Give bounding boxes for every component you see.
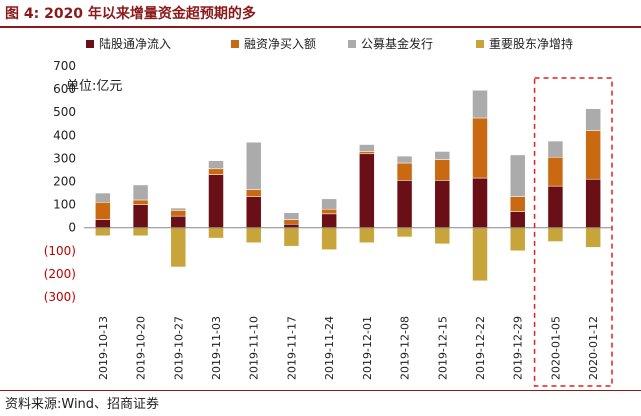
legend-label-3: 公募基金发行 [361,36,433,51]
bar-margin [283,219,300,225]
bar-shareholders [472,227,488,282]
legend-label-4: 重要股东净增持 [489,36,573,51]
bar-northbound [547,185,564,228]
bar-funds [321,198,337,210]
bar-funds [359,144,375,152]
bar-northbound [396,180,413,228]
bar-shareholders [509,227,526,252]
bar-margin [321,208,337,215]
x-tick-label: 2019-12-08 [399,316,412,380]
bar-northbound [472,177,488,228]
bar-margin [434,159,451,181]
bar-northbound [283,223,300,228]
x-tick-label: 2019-12-01 [361,316,374,380]
bar-shareholders [321,227,337,250]
bar-margin [208,168,224,175]
bar-funds [283,212,300,220]
bar-shareholders [208,227,224,239]
bar-northbound [434,180,451,228]
bar-shareholders [170,227,187,268]
bar-shareholders [132,227,149,237]
bar-margin [132,199,149,205]
bar-northbound [321,213,337,228]
bar-margin [547,156,564,187]
x-tick-label: 2019-10-20 [135,316,148,380]
unit-label: 单位:亿元 [66,79,122,94]
y-tick-label: (200) [44,267,76,281]
figure-title: 图 4: 2020 年以来增量资金超预期的多 [5,6,256,22]
bar-shareholders [283,227,300,247]
legend-swatch-4 [476,40,484,48]
bar-shareholders [585,227,601,248]
bar-funds [509,154,526,197]
bar-funds [208,160,224,170]
bar-northbound [585,178,601,228]
legend-label-2: 融资净买入额 [244,37,316,51]
bar-funds [396,155,413,164]
legend-label-1: 陆股通净流入 [99,36,171,51]
x-tick-label: 2019-11-17 [285,316,298,380]
x-tick-label: 2019-11-10 [248,316,261,380]
y-tick-label: 500 [53,105,76,119]
x-tick-label: 2019-12-15 [436,316,449,380]
title-divider [0,26,641,28]
y-tick-label: 400 [53,128,76,142]
x-tick-label: 2019-12-29 [512,316,525,380]
x-tick-label: 2019-11-03 [210,316,223,380]
legend-swatch-3 [348,40,356,48]
bar-northbound [509,211,526,228]
x-tick-label: 2019-10-27 [172,316,185,380]
y-tick-label: 0 [68,221,76,235]
bar-funds [245,141,262,190]
highlight-box [533,77,613,387]
y-tick-label: 600 [53,82,76,96]
source-note: 资料来源:Wind、招商证券 [5,397,160,412]
bar-funds [132,184,149,201]
bar-shareholders [396,227,413,238]
bar-margin [95,202,111,220]
bar-northbound [359,153,375,228]
bar-funds [95,192,111,203]
bar-margin [245,189,262,197]
bar-shareholders [359,227,375,243]
y-tick-label: 200 [53,175,76,189]
bar-shareholders [245,227,262,243]
bar-margin [170,210,187,217]
x-tick-label: 2019-10-13 [97,316,110,380]
y-tick-label: 700 [53,59,76,73]
bar-funds [585,108,601,131]
bar-margin [472,117,488,179]
bar-funds [434,151,451,160]
bar-margin [396,162,413,181]
bar-shareholders [95,227,111,237]
bar-northbound [95,219,111,228]
y-tick-label: 100 [53,198,76,212]
bar-shareholders [547,227,564,242]
legend-swatch-1 [86,40,94,48]
bar-northbound [170,215,187,228]
bar-northbound [245,196,262,228]
x-tick-label: 2020-01-12 [587,316,600,380]
bar-shareholders [434,227,451,245]
x-tick-label: 2020-01-05 [549,316,562,380]
footer-divider [0,390,641,391]
bar-northbound [132,204,149,228]
bar-funds [547,140,564,158]
y-tick-label: (100) [44,244,76,258]
y-tick-label: (300) [44,290,76,304]
x-tick-label: 2019-12-22 [474,316,487,380]
bar-margin [359,151,375,155]
bar-funds [170,207,187,211]
legend-swatch-2 [231,40,239,48]
bar-margin [585,130,601,180]
bar-funds [472,90,488,119]
x-tick-label: 2019-11-24 [323,316,336,380]
bar-northbound [208,174,224,228]
y-tick-label: 300 [53,151,76,165]
bar-margin [509,196,526,212]
